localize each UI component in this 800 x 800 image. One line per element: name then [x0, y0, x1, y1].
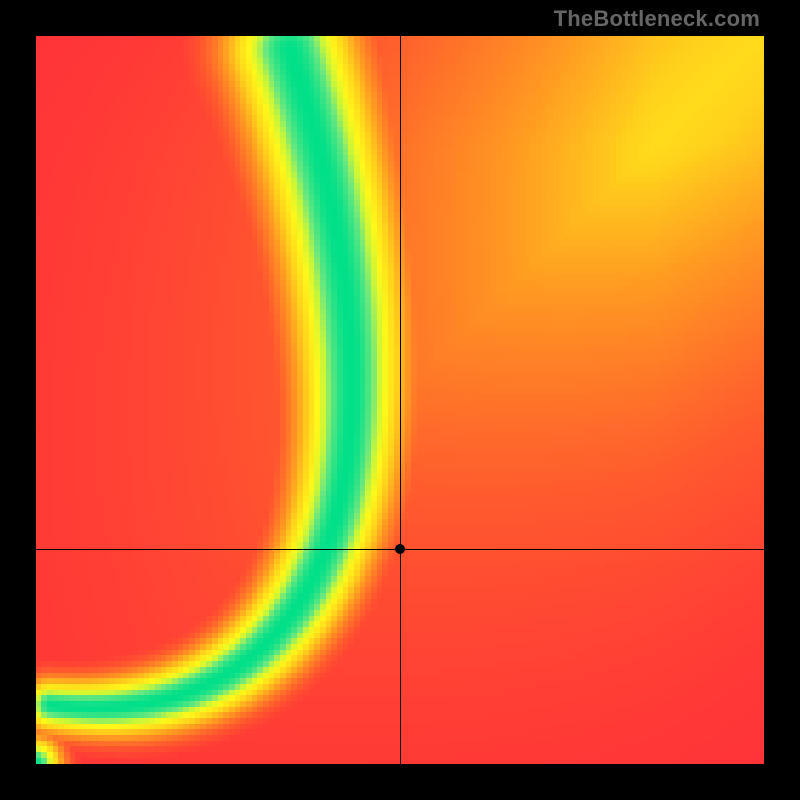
watermark-text: TheBottleneck.com	[554, 6, 760, 32]
heatmap-canvas	[36, 36, 764, 764]
bottleneck-heatmap	[36, 36, 764, 764]
